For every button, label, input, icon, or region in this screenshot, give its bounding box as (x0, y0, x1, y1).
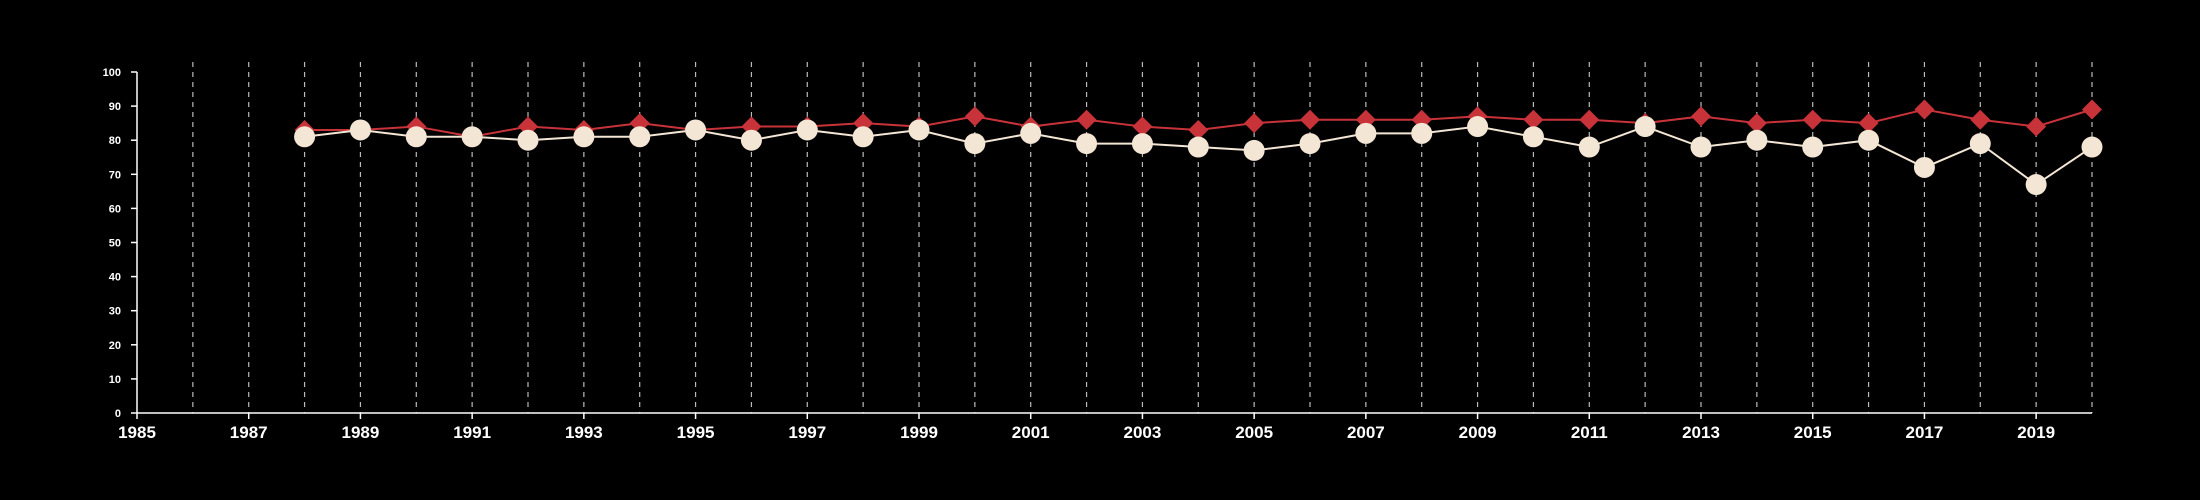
x-tick-label: 1985 (118, 423, 156, 442)
series-group (294, 99, 2103, 196)
grid-lines (192, 62, 2093, 413)
x-tick-label: 2009 (1459, 423, 1497, 442)
y-tick-label: 100 (103, 67, 121, 79)
y-tick-label: 40 (109, 272, 121, 284)
x-tick-label: 2013 (1682, 423, 1720, 442)
y-tick-label: 30 (109, 306, 121, 318)
series-2-point (1020, 122, 1042, 144)
series-1-point (1355, 109, 1376, 130)
series-2-point (573, 126, 595, 148)
x-tick-label: 2005 (1235, 423, 1273, 442)
series-2-point (796, 119, 818, 141)
y-tick-label: 70 (109, 169, 121, 181)
series-2-point (1467, 116, 1489, 138)
series-2-point (1299, 133, 1321, 155)
series-2-point (1131, 133, 1153, 155)
series-2-point (517, 129, 539, 151)
y-tick-label: 50 (109, 238, 121, 250)
series-2-point (405, 126, 427, 148)
series-1-point (964, 106, 985, 127)
y-tick-label: 60 (109, 203, 121, 215)
x-tick-label: 2003 (1124, 423, 1162, 442)
series-2-point (2081, 136, 2103, 158)
x-tick-label: 2019 (2017, 423, 2055, 442)
x-tick-label: 1987 (230, 423, 268, 442)
series-2-point (740, 129, 762, 151)
series-1-point (1300, 109, 1320, 130)
series-2-point (1076, 133, 1098, 155)
series-2-point (1522, 126, 1544, 148)
series-1-point (1858, 113, 1879, 134)
series-2-point (685, 119, 707, 141)
x-tick-label: 1993 (565, 423, 603, 442)
series-2-point (1243, 139, 1265, 161)
x-tick-label: 1991 (453, 423, 491, 442)
x-tick-label: 1999 (900, 423, 938, 442)
series-1-point (1132, 116, 1153, 137)
series-2-point (908, 119, 930, 141)
series-1-point (1411, 109, 1432, 130)
series-2-point (1746, 129, 1768, 151)
series-2-point (349, 119, 371, 141)
series-1-point (1691, 106, 1711, 127)
x-tick-label: 2007 (1347, 423, 1385, 442)
y-tick-label: 20 (109, 340, 121, 352)
series-2-point (1634, 116, 1656, 138)
x-tick-label: 2001 (1012, 423, 1050, 442)
series-2-point (461, 126, 483, 148)
series-1-point (2082, 99, 2102, 120)
series-2-point (1913, 156, 1935, 178)
series-1-point (1523, 109, 1544, 130)
series-1-point (1188, 119, 1209, 140)
x-tick-label: 2011 (1571, 423, 1608, 442)
series-2-point (1858, 129, 1880, 151)
series-2-point (1355, 122, 1377, 144)
y-tick-label: 0 (115, 408, 121, 420)
series-1-point (1076, 109, 1097, 130)
x-tick-label: 1997 (788, 423, 826, 442)
series-1-point (1244, 113, 1265, 134)
series-2-point (1578, 136, 1600, 158)
series-2-point (629, 126, 651, 148)
series-2-point (964, 133, 986, 155)
axes: 0 10 20 30 40 50 60 70 80 90 100 1985 1987 1989 1991 19… (103, 67, 2092, 442)
y-tick-label: 10 (109, 374, 121, 386)
series-1-point (1914, 99, 1935, 120)
y-tick-label: 80 (109, 135, 121, 147)
series-2-point (1802, 136, 1824, 158)
series-2-point (1690, 136, 1712, 158)
series-1-point (2026, 116, 2047, 137)
x-tick-label: 2015 (1794, 423, 1832, 442)
series-2-point (294, 126, 316, 148)
series-1-point (1970, 109, 1991, 130)
series-2-point (1411, 122, 1433, 144)
series-1-point (1802, 109, 1823, 130)
series-2-point (1187, 136, 1209, 158)
x-tick-label: 1989 (342, 423, 380, 442)
series-2-point (2025, 174, 2047, 196)
y-tick-label: 90 (109, 101, 121, 113)
series-2-point (1969, 133, 1991, 155)
series-1-point (1746, 113, 1767, 134)
x-tick-label: 2017 (1906, 423, 1944, 442)
series-1-point (1579, 109, 1600, 130)
series-2-point (852, 126, 874, 148)
x-tick-label: 1995 (677, 423, 715, 442)
